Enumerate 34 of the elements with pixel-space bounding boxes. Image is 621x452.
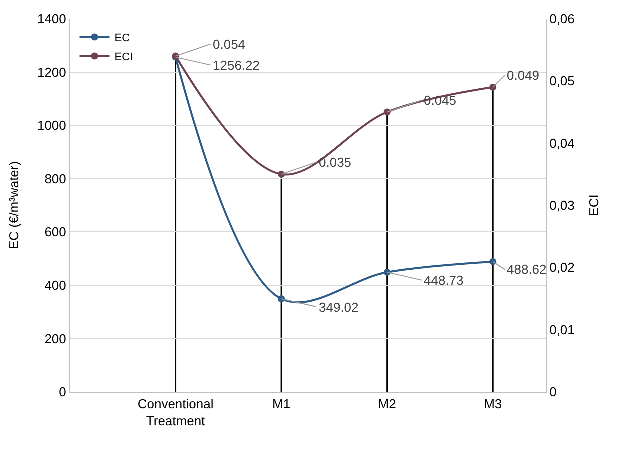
- y-tick-label: 200: [44, 331, 66, 346]
- y-tick-label: 0: [59, 384, 66, 400]
- x-tick-label: M3: [484, 396, 502, 412]
- point: [278, 296, 286, 303]
- y-axis-title: EC (€/m³water): [6, 161, 22, 250]
- y-tick-label: 600: [44, 224, 66, 240]
- y2-tick-label: 0,03: [550, 198, 575, 214]
- data-label: 488.62: [507, 262, 547, 277]
- data-label: 448.73: [424, 273, 464, 288]
- y2-tick-label: 0,01: [550, 322, 575, 338]
- y-tick-label: 400: [44, 278, 66, 293]
- y2-axis-title: ECI: [586, 194, 602, 216]
- y2-tick-label: 0,02: [550, 260, 575, 276]
- x-tick-label: M2: [378, 396, 396, 412]
- data-label: 349.02: [319, 300, 359, 315]
- y-tick-label: 1000: [37, 118, 66, 134]
- data-label: 0.045: [424, 93, 457, 108]
- y-tick-label: 800: [44, 171, 66, 186]
- legend-label: ECI: [114, 52, 134, 64]
- y2-tick-label: 0,05: [550, 74, 575, 89]
- y-tick-label: 1200: [37, 64, 66, 80]
- data-label: 0.049: [507, 68, 540, 83]
- x-tick-label: Conventional Treatment: [138, 396, 214, 428]
- data-label: 1256.22: [213, 58, 260, 73]
- point: [278, 170, 286, 178]
- x-tick-label: M1: [272, 396, 291, 412]
- point: [384, 268, 391, 276]
- y2-tick-label: 0,06: [550, 12, 575, 27]
- y2-tick-label: 0,04: [550, 136, 575, 151]
- y-tick-label: 1400: [37, 12, 66, 27]
- y2-tick-label: 0: [550, 384, 557, 400]
- legend-label: EC: [114, 32, 130, 45]
- data-label: 0.035: [319, 155, 352, 170]
- data-label: 0.054: [213, 37, 246, 52]
